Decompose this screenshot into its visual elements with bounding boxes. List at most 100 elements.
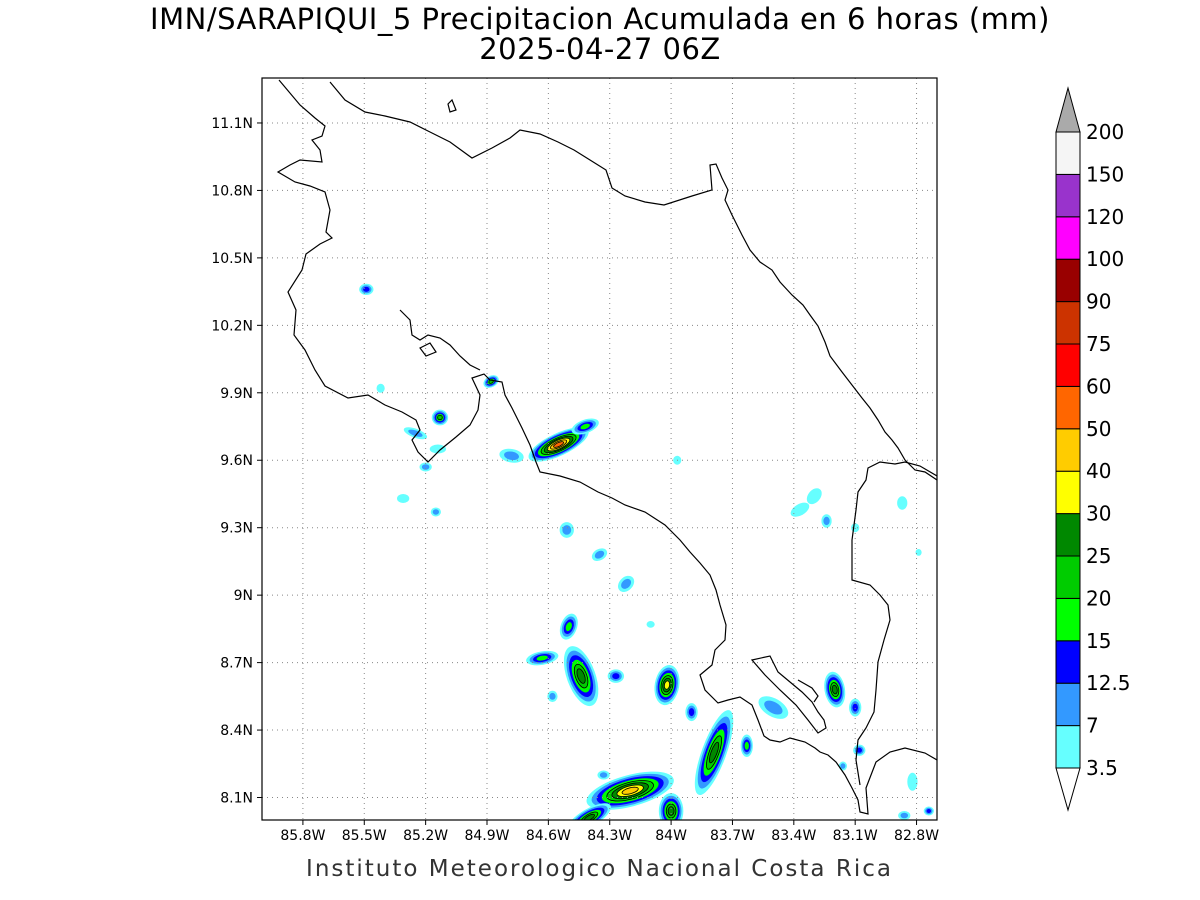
colorbar-swatch-30 [1055, 470, 1081, 515]
precip-contour-12.5 [612, 673, 620, 680]
precip-cell [646, 621, 655, 628]
precip-cell [853, 744, 866, 756]
precip-cell [431, 409, 449, 426]
precip-cell [528, 427, 589, 462]
precip-cell [849, 698, 862, 717]
precip-cell [559, 613, 578, 640]
colorbar-swatch-50 [1055, 385, 1081, 430]
precip-cell [397, 493, 410, 503]
precip-cell [607, 669, 625, 683]
precip-contour-7 [900, 812, 909, 819]
coastline-caribbean [329, 81, 937, 481]
colorbar-over-triangle [1055, 86, 1081, 133]
precip-contour-3.5 [907, 772, 918, 791]
precip-contour-25 [667, 806, 675, 816]
lon-tick-label: 84.3W [587, 828, 632, 844]
precip-contour-7 [408, 429, 423, 437]
lat-tick-label: 10.2N [211, 318, 253, 334]
lat-tick-label: 9.9N [220, 386, 253, 402]
precip-cell [559, 522, 574, 538]
lat-tick-label: 9N [234, 588, 253, 604]
colorbar-label: 120 [1086, 205, 1124, 229]
precip-cell [758, 696, 789, 719]
colorbar: 3.5 7 12.5 15 20 25 30 40 50 60 75 90 100 120 150 200 [1055, 86, 1131, 812]
precip-contour-30 [663, 680, 671, 690]
precip-contour-3.5 [397, 493, 410, 503]
precip-contour-7 [549, 692, 556, 700]
precip-contour-50 [553, 441, 564, 448]
axis-ticks: 85.8W 85.5W 85.2W 84.9W 84.6W 84.3W 84W 83.7W 83… [211, 116, 939, 844]
precip-contour-7 [562, 525, 572, 535]
precip-cell [821, 514, 832, 528]
title-line-1: IMN/SARAPIQUI_5 Precipitacion Acumulada … [150, 2, 1050, 36]
lon-tick-label: 83.4W [771, 828, 816, 844]
precip-cell [563, 646, 599, 707]
lon-tick-label: 85.5W [342, 828, 387, 844]
colorbar-label: 60 [1086, 374, 1111, 398]
colorbar-label: 100 [1086, 247, 1124, 271]
precip-contour-3.5 [790, 502, 810, 517]
precip-contour-15 [744, 741, 749, 750]
coastline-osa-peninsula-golfito [750, 655, 827, 734]
colorbar-under-triangle [1055, 767, 1081, 812]
lon-tick-label: 84.6W [526, 828, 571, 844]
colorbar-swatch-15 [1055, 597, 1081, 642]
lon-tick-label: 84W [655, 828, 687, 844]
lat-tick-label: 8.4N [220, 723, 253, 739]
colorbar-swatch-40 [1055, 428, 1081, 472]
precip-cell [658, 793, 684, 820]
precip-contour-15 [580, 423, 590, 430]
precip-contour-7 [504, 451, 520, 461]
precip-contour-12.5 [926, 809, 932, 814]
colorbar-swatch-75 [1055, 301, 1081, 345]
colorbar-swatch-100 [1055, 216, 1081, 260]
precip-cell [685, 703, 698, 722]
precip-cell [740, 734, 753, 758]
precip-cell [586, 771, 674, 810]
colorbar-swatch-12.5 [1055, 640, 1081, 684]
lon-tick-label: 83.1W [833, 828, 878, 844]
plot-frame [261, 77, 938, 821]
colorbar-label: 40 [1086, 459, 1111, 483]
colorbar-label: 15 [1086, 629, 1111, 653]
lat-tick-label: 9.6N [220, 453, 253, 469]
precip-contour-12.5 [363, 286, 370, 292]
lon-tick-label: 84.9W [464, 828, 509, 844]
precip-contour-7 [599, 772, 608, 778]
precip-contour-12.5 [856, 747, 862, 753]
plot-area [262, 78, 937, 820]
precip-cell [591, 548, 608, 562]
precip-contour-7 [823, 516, 830, 526]
precip-contour-25 [576, 668, 586, 684]
precip-cell [915, 549, 922, 556]
lon-tick-label: 83.7W [710, 828, 755, 844]
precip-cell [430, 507, 441, 517]
precip-contour-12.5 [688, 708, 695, 717]
precip-contour-20 [437, 414, 443, 421]
precip-contour-3.5 [429, 444, 447, 454]
lat-tick-label: 10.8N [211, 183, 253, 199]
precip-cell [618, 575, 635, 592]
coastline-nicoya-east [399, 309, 481, 371]
precip-cell [838, 761, 848, 771]
colorbar-label: 150 [1086, 162, 1124, 186]
precip-cell [547, 690, 558, 702]
precip-cell [694, 710, 734, 796]
precip-contour-3.5 [915, 549, 922, 556]
precip-contour-15 [536, 655, 548, 661]
gridlines [262, 78, 937, 820]
precip-cell [654, 665, 680, 706]
precip-cell [824, 671, 846, 708]
colorbar-swatch-90 [1055, 258, 1081, 303]
precip-contour-3.5 [376, 383, 385, 393]
precip-cell [571, 418, 599, 435]
precip-contour-7 [421, 464, 430, 470]
precip-cell [429, 444, 447, 454]
precip-contour-7 [840, 763, 846, 769]
colorbar-swatch-3.5 [1055, 725, 1081, 769]
lon-tick-label: 85.8W [280, 828, 325, 844]
precip-cell [403, 427, 428, 440]
precip-contour-12.5 [852, 703, 858, 712]
lat-tick-label: 8.1N [220, 791, 253, 807]
precip-contour-3.5 [646, 621, 655, 628]
